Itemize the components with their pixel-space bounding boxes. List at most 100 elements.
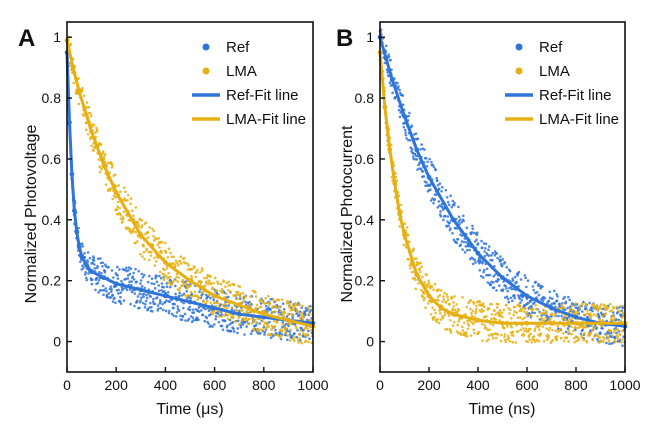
scatter-dot	[591, 338, 595, 342]
scatter-dot	[142, 244, 145, 248]
scatter-dot	[228, 283, 232, 287]
scatter-dot	[88, 256, 92, 260]
scatter-dot	[499, 255, 502, 258]
scatter-dot	[258, 332, 262, 335]
scatter-dot	[167, 311, 171, 315]
scatter-dot	[113, 296, 116, 300]
legend-label: LMA	[226, 63, 257, 80]
scatter-dot	[556, 295, 559, 298]
scatter-dot	[485, 315, 488, 318]
scatter-dot	[189, 297, 193, 300]
scatter-dot	[568, 332, 571, 335]
scatter-dot	[89, 114, 93, 118]
scatter-dot	[463, 321, 466, 325]
scatter-dot	[560, 336, 563, 340]
scatter-dot	[496, 256, 499, 260]
scatter-dot	[284, 322, 288, 326]
scatter-dot	[286, 329, 289, 333]
scatter-dot	[273, 324, 277, 328]
scatter-dot	[92, 259, 96, 262]
scatter-dot	[484, 247, 487, 250]
scatter-dot	[485, 339, 489, 343]
scatter-dot	[119, 291, 123, 294]
scatter-dot	[204, 301, 208, 305]
scatter-dot	[295, 310, 299, 313]
scatter-dot	[439, 289, 443, 292]
scatter-dot	[231, 321, 235, 324]
scatter-dot	[243, 333, 246, 336]
scatter-dot	[227, 295, 230, 299]
legend-label: Ref-Fit line	[226, 87, 299, 104]
scatter-dot	[91, 278, 94, 281]
scatter-dot	[293, 339, 296, 343]
scatter-dot	[567, 340, 570, 343]
scatter-dot	[160, 282, 164, 285]
scatter-dot	[254, 291, 257, 294]
scatter-dot	[487, 334, 491, 337]
scatter-dot	[162, 285, 165, 289]
scatter-dot	[402, 243, 406, 247]
scatter-dot	[563, 295, 567, 299]
scatter-dot	[175, 275, 178, 279]
scatter-dot	[428, 282, 431, 285]
scatter-dot	[470, 231, 474, 234]
scatter-dot	[209, 275, 212, 279]
scatter-dot	[515, 311, 518, 315]
scatter-dot	[165, 274, 168, 278]
scatter-dot	[211, 312, 215, 316]
scatter-dot	[217, 315, 220, 318]
scatter-dot	[436, 295, 440, 299]
scatter-dot	[139, 299, 143, 302]
scatter-dot	[199, 280, 203, 284]
legend-label: Ref	[539, 39, 563, 56]
scatter-dot	[92, 149, 95, 152]
scatter-dot	[455, 330, 459, 333]
y-tick-label: 0	[53, 334, 61, 350]
scatter-dot	[274, 310, 277, 313]
scatter-dot	[96, 257, 100, 261]
y-tick-label: 1	[53, 29, 61, 45]
scatter-dot	[577, 338, 581, 342]
scatter-dot	[159, 306, 163, 310]
scatter-dot	[307, 329, 310, 333]
scatter-dot	[599, 331, 602, 334]
scatter-dot	[400, 210, 404, 214]
scatter-dot	[391, 91, 394, 95]
scatter-dot	[547, 315, 550, 319]
scatter-dot	[582, 300, 585, 304]
scatter-dot	[604, 333, 608, 337]
scatter-dot	[205, 280, 208, 283]
scatter-dot	[306, 318, 309, 322]
scatter-dot	[192, 311, 196, 314]
scatter-dot	[204, 307, 207, 311]
scatter-dot	[82, 266, 85, 270]
scatter-dot	[226, 317, 230, 321]
scatter-dot	[291, 316, 294, 319]
scatter-dot	[421, 170, 425, 173]
scatter-dot	[443, 291, 446, 295]
scatter-dot	[620, 316, 624, 320]
scatter-dot	[274, 299, 278, 302]
scatter-dot	[500, 264, 504, 268]
scatter-dot	[222, 314, 226, 317]
scatter-dot	[236, 290, 240, 294]
scatter-dot	[212, 310, 216, 313]
scatter-dot	[474, 312, 477, 315]
scatter-dot	[154, 276, 157, 280]
scatter-dot	[477, 330, 481, 334]
scatter-dot	[209, 301, 213, 305]
scatter-dot	[501, 315, 504, 319]
scatter-dot	[529, 332, 533, 336]
scatter-dot	[446, 215, 450, 218]
scatter-dot	[134, 267, 137, 271]
scatter-dot	[419, 148, 422, 151]
scatter-dot	[217, 293, 221, 296]
scatter-dot	[133, 292, 137, 295]
scatter-dot	[150, 305, 153, 309]
scatter-dot	[473, 320, 477, 324]
scatter-dot	[152, 282, 156, 286]
scatter-dot	[269, 333, 273, 337]
scatter-dot	[157, 236, 161, 240]
scatter-dot	[519, 328, 522, 332]
scatter-dot	[184, 319, 187, 322]
